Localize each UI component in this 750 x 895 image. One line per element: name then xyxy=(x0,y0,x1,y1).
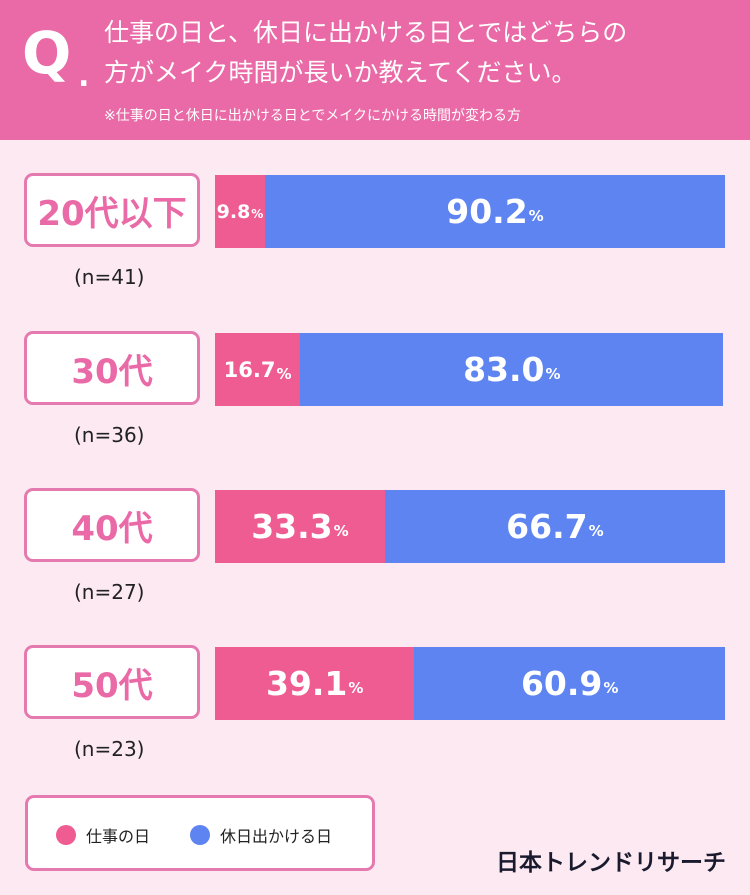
data-label-unit: % xyxy=(588,521,604,540)
data-label-value: 83.0 xyxy=(463,350,545,389)
data-label-unit: % xyxy=(276,364,292,383)
q-dot: . xyxy=(78,59,90,94)
legend: 仕事の日 休日出かける日 xyxy=(25,795,375,871)
stacked-bar: 9.8% 90.2% xyxy=(215,175,725,248)
bar-segment-holiday: 66.7% xyxy=(384,490,725,563)
data-label-value: 90.2 xyxy=(446,192,528,231)
bar-segment-work: 39.1% xyxy=(215,647,415,720)
data-label-value: 39.1 xyxy=(265,664,348,703)
question-subtitle: ※仕事の日と休日に出かける日とでメイクにかける時間が変わる方 xyxy=(104,108,522,124)
sample-size-label: (n=23) xyxy=(74,737,145,761)
question-title-line-2: 方がメイク時間が長いか教えてください。 xyxy=(104,58,577,87)
data-label-value: 9.8 xyxy=(216,200,251,223)
stacked-bar: 16.7% 83.0% xyxy=(215,333,725,406)
legend-item-work: 仕事の日 xyxy=(56,823,150,847)
sample-size-label: (n=36) xyxy=(74,423,145,447)
legend-label-work: 仕事の日 xyxy=(86,827,151,846)
bar-segment-work: 33.3% xyxy=(215,490,385,563)
data-label-unit: % xyxy=(348,678,364,697)
data-label-unit: % xyxy=(545,364,561,383)
bar-segment-work: 16.7% xyxy=(215,333,301,406)
age-group-row: 50代 (n=23) 39.1% 60.9% xyxy=(0,645,750,795)
age-group-row: 30代 (n=36) 16.7% 83.0% xyxy=(0,331,750,481)
question-title-line-1: 仕事の日と、休日に出かける日とではどちらの xyxy=(104,18,628,47)
data-label-value: 16.7 xyxy=(223,357,276,382)
bar-segment-holiday: 60.9% xyxy=(414,647,725,720)
age-group-label: 20代以下 xyxy=(24,173,200,247)
stacked-bar: 39.1% 60.9% xyxy=(215,647,725,720)
stacked-bar: 33.3% 66.7% xyxy=(215,490,725,563)
sample-size-label: (n=41) xyxy=(74,265,145,289)
age-group-label: 30代 xyxy=(24,331,200,405)
data-label-value: 66.7 xyxy=(506,507,588,546)
legend-dot-work xyxy=(56,825,76,845)
data-label-unit: % xyxy=(251,206,264,221)
sample-size-label: (n=27) xyxy=(74,580,145,604)
data-label-unit: % xyxy=(603,678,619,697)
data-label-value: 60.9 xyxy=(520,664,603,703)
bar-segment-holiday: 90.2% xyxy=(264,175,725,248)
question-header: Q . 仕事の日と、休日に出かける日とではどちらの 方がメイク時間が長いか教えて… xyxy=(0,0,750,140)
legend-item-holiday: 休日出かける日 xyxy=(190,823,332,847)
brand-logo-text: 日本トレンドリサーチ xyxy=(496,850,726,876)
data-label-unit: % xyxy=(528,206,544,225)
legend-dot-holiday xyxy=(190,825,210,845)
bar-segment-holiday: 83.0% xyxy=(300,333,724,406)
age-group-row: 40代 (n=27) 33.3% 66.7% xyxy=(0,488,750,638)
bar-segment-work: 9.8% xyxy=(215,175,265,248)
legend-label-holiday: 休日出かける日 xyxy=(220,827,333,846)
data-label-value: 33.3 xyxy=(251,507,333,546)
q-mark: Q xyxy=(22,19,72,87)
age-group-label: 40代 xyxy=(24,488,200,562)
age-group-label: 50代 xyxy=(24,645,200,719)
data-label-unit: % xyxy=(333,521,349,540)
age-group-row: 20代以下 (n=41) 9.8% 90.2% xyxy=(0,173,750,323)
